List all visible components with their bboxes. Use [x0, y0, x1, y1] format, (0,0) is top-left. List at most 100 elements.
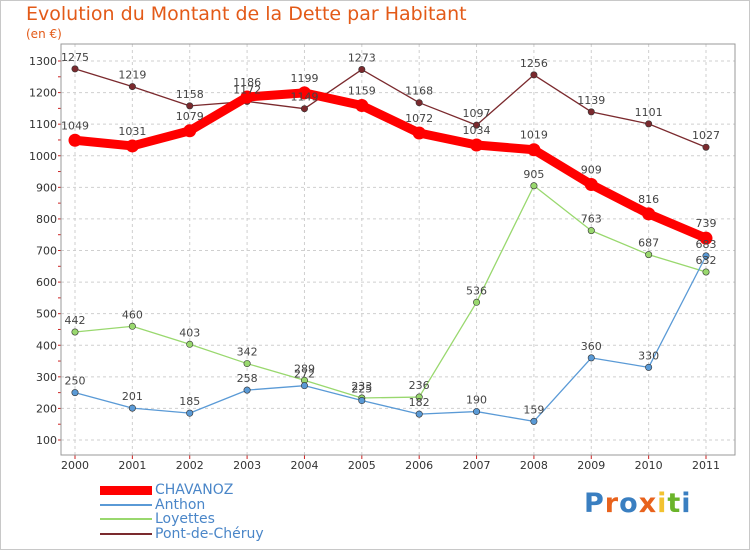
data-label-chavanoz: 1072 [405, 112, 433, 125]
x-tick-label: 2001 [118, 459, 146, 472]
data-label-pont-de-ch-ruy: 1256 [520, 57, 548, 70]
data-label-loyettes: 233 [351, 380, 372, 393]
y-tick-label: 300 [36, 371, 57, 384]
data-label-chavanoz: 816 [638, 193, 659, 206]
data-label-anthon: 225 [351, 383, 372, 396]
y-tick-label: 1200 [29, 87, 57, 100]
unit-label: (en €) [26, 27, 62, 41]
data-label-chavanoz: 1031 [118, 125, 146, 138]
x-tick-label: 2010 [635, 459, 663, 472]
data-point-chavanoz [355, 99, 369, 113]
data-label-anthon: 683 [696, 238, 717, 251]
logo-letter: i [657, 488, 668, 519]
x-tick-label: 2003 [233, 459, 261, 472]
data-point-anthon [702, 252, 710, 260]
data-point-anthon [243, 386, 251, 394]
data-label-loyettes: 442 [65, 314, 86, 327]
data-label-chavanoz: 1199 [290, 72, 318, 85]
data-label-anthon: 250 [65, 375, 86, 388]
data-label-chavanoz: 739 [696, 217, 717, 230]
data-label-anthon: 190 [466, 394, 487, 407]
proxiti-logo: Proxiti [584, 488, 692, 519]
data-point-chavanoz [470, 138, 484, 152]
data-point-pont-de-ch-ruy [530, 71, 538, 79]
data-label-loyettes: 905 [523, 168, 544, 181]
logo-letter: r [604, 488, 620, 519]
data-point-chavanoz [297, 86, 311, 100]
y-tick-label: 400 [36, 339, 57, 352]
legend-swatch-pont-de-cheruy [100, 532, 152, 535]
data-labels: 1275 1219 1158 1172 1149 1273 1168 1097 1256 1139… [61, 51, 720, 416]
data-label-anthon: 159 [523, 403, 544, 416]
data-point-loyettes [530, 182, 538, 190]
axes: 100 200 300 400 500 600 700 800 900 1000 1100 1200 1… [29, 43, 736, 472]
data-point-loyettes [415, 393, 423, 401]
logo-letter: x [638, 488, 658, 519]
x-tick-label: 2006 [405, 459, 433, 472]
data-point-loyettes [243, 360, 251, 368]
x-tick-label: 2002 [176, 459, 204, 472]
data-label-pont-de-ch-ruy: 1149 [290, 91, 318, 104]
data-point-pont-de-ch-ruy [358, 66, 366, 74]
data-point-pont-de-ch-ruy [702, 143, 710, 151]
logo-letter: o [619, 488, 639, 519]
data-label-loyettes: 236 [409, 379, 430, 392]
y-tick-label: 900 [36, 181, 57, 194]
y-tick-label: 800 [36, 213, 57, 226]
data-label-pont-de-ch-ruy: 1275 [61, 51, 89, 64]
data-point-pont-de-ch-ruy [415, 99, 423, 107]
data-label-anthon: 182 [409, 396, 430, 409]
y-tick-label: 1000 [29, 150, 57, 163]
data-label-chavanoz: 1159 [348, 85, 376, 98]
logo-letter: P [584, 488, 605, 519]
data-label-chavanoz: 1079 [176, 110, 204, 123]
data-point-loyettes [186, 340, 194, 348]
y-tick-label: 100 [36, 434, 57, 447]
data-label-pont-de-ch-ruy: 1139 [577, 94, 605, 107]
data-point-loyettes [128, 322, 136, 330]
data-label-pont-de-ch-ruy: 1168 [405, 85, 433, 98]
data-point-anthon [71, 389, 79, 397]
x-tick-label: 2008 [520, 459, 548, 472]
data-label-pont-de-ch-ruy: 1158 [176, 88, 204, 101]
legend-swatch-chavanoz [100, 486, 152, 495]
data-point-pont-de-ch-ruy [473, 121, 481, 129]
data-point-anthon [645, 363, 653, 371]
x-tick-label: 2011 [692, 459, 720, 472]
data-label-loyettes: 342 [237, 346, 258, 359]
series-layer [68, 65, 713, 425]
legend-label-chavanoz: CHAVANOZ [155, 482, 234, 498]
data-label-anthon: 201 [122, 390, 143, 403]
y-tick-label: 700 [36, 245, 57, 258]
logo-letter: t [667, 488, 682, 519]
data-point-chavanoz [584, 177, 598, 191]
data-label-pont-de-ch-ruy: 1219 [118, 69, 146, 82]
data-point-anthon [358, 397, 366, 405]
data-point-loyettes [473, 298, 481, 306]
data-label-chavanoz: 1019 [520, 129, 548, 142]
legend-swatch-loyettes [100, 518, 152, 520]
data-label-chavanoz: 1186 [233, 76, 261, 89]
data-label-chavanoz: 909 [581, 163, 602, 176]
y-tick-label: 1100 [29, 118, 57, 131]
y-tick-label: 500 [36, 308, 57, 321]
data-label-pont-de-ch-ruy: 1027 [692, 129, 720, 142]
x-tick-label: 2000 [61, 459, 89, 472]
data-point-chavanoz [240, 90, 254, 104]
data-label-loyettes: 536 [466, 284, 487, 297]
data-label-anthon: 360 [581, 340, 602, 353]
data-label-loyettes: 763 [581, 213, 602, 226]
data-label-pont-de-ch-ruy: 1273 [348, 52, 376, 65]
legend-label-loyettes: Loyettes [155, 511, 215, 527]
data-point-anthon [186, 409, 194, 417]
legend-label-pont-de-cheruy: Pont-de-Chéruy [155, 525, 264, 542]
data-point-anthon [415, 410, 423, 418]
data-point-anthon [530, 417, 538, 425]
data-point-loyettes [587, 227, 595, 235]
data-label-chavanoz: 1034 [463, 124, 491, 137]
data-point-chavanoz [642, 207, 656, 221]
data-point-chavanoz [412, 126, 426, 140]
x-tick-label: 2009 [577, 459, 605, 472]
data-label-loyettes: 687 [638, 237, 659, 250]
